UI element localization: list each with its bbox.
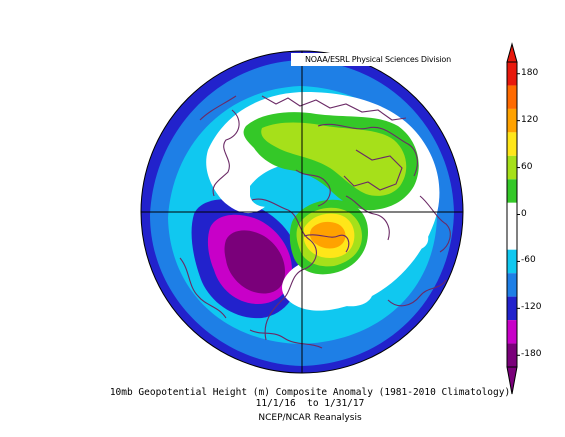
positive-region-lime — [261, 122, 407, 196]
colorbar — [506, 42, 520, 395]
credit-label: NOAA/ESRL Physical Sciences Division — [291, 53, 465, 66]
colorbar-tick-label: 0 — [521, 208, 527, 219]
map-source: NCEP/NCAR Reanalysis — [258, 413, 362, 423]
coastline-segment — [419, 195, 451, 253]
coastline-segment — [249, 329, 323, 349]
colorbar-swatch — [507, 320, 517, 344]
colorbar-swatch — [507, 273, 517, 297]
coastline-segment — [295, 169, 331, 207]
colorbar-tick-label: 180 — [521, 67, 539, 78]
colorbar-swatch — [507, 202, 517, 227]
colorbar-tick-label: 60 — [521, 161, 533, 172]
map-title: 10mb Geopotential Height (m) Composite A… — [109, 387, 511, 398]
coastlines — [179, 95, 451, 349]
colorbar-swatch — [507, 132, 517, 156]
coastline-segment — [345, 195, 390, 241]
colorbar-swatch — [507, 85, 517, 109]
colorbar-swatch — [507, 226, 517, 250]
neutral-patch-south — [327, 275, 373, 307]
neutral-patch-east — [399, 225, 429, 251]
coastline-segment — [317, 123, 418, 177]
colorbar-tick-label: -60 — [521, 255, 536, 266]
colorbar-swatch — [507, 155, 517, 180]
map-date-range: 11/1/16 to 1/31/17 — [255, 398, 365, 409]
low-purple — [224, 230, 286, 294]
colorbar-swatch — [507, 108, 517, 133]
colorbar-tick-label: -180 — [521, 349, 542, 360]
colorbar-arrow-top — [506, 42, 518, 63]
coastline-segment — [251, 198, 317, 341]
colorbar-swatch — [507, 296, 517, 321]
colorbar-swatch — [507, 179, 517, 203]
colorbar-tick-label: 120 — [521, 114, 539, 125]
colorbar-swatch — [507, 343, 517, 367]
coastline-segment — [343, 149, 403, 191]
anomaly-field — [141, 51, 463, 373]
high-orange — [309, 221, 346, 249]
coastline-segment — [199, 95, 237, 121]
coastline-segment — [212, 109, 240, 197]
colorbar-swatch — [507, 62, 517, 86]
coastline-segment — [387, 279, 447, 307]
coastline-segment — [261, 95, 407, 121]
colorbar-tick-label: -120 — [521, 302, 542, 313]
coastline-segment — [179, 257, 227, 319]
colorbar-swatch — [507, 249, 517, 274]
coastline-segment — [303, 234, 350, 253]
